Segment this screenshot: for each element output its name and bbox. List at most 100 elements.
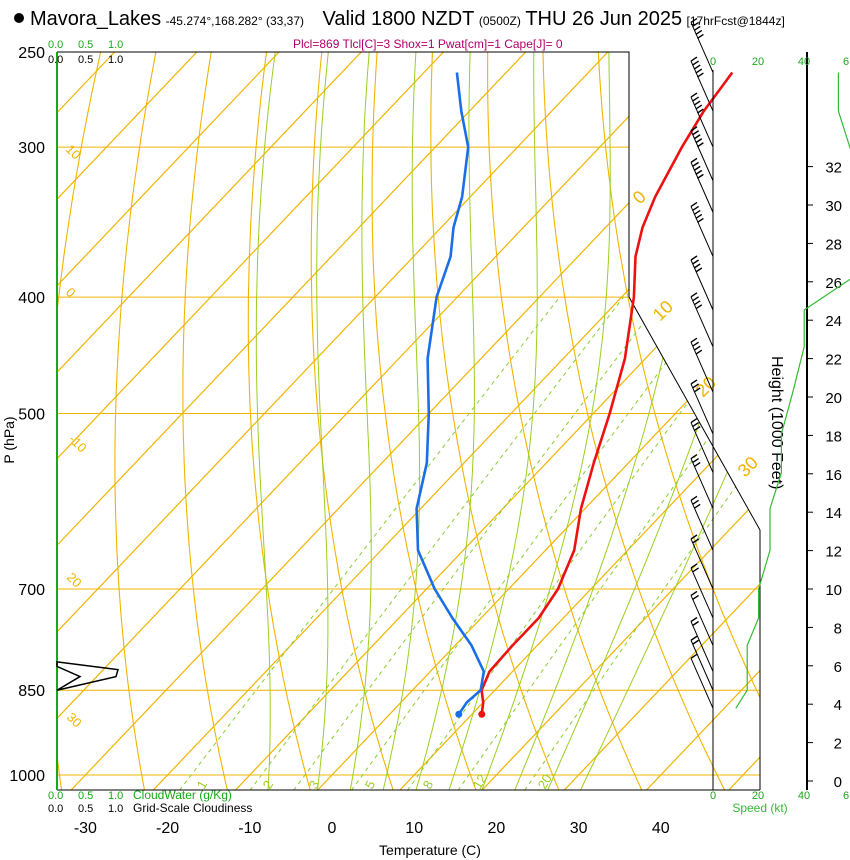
isotherm-label: 10 [649,297,677,325]
sounding-indices: Plcl=869 Tlcl[C]=3 Shox=1 Pwat[cm]=1 Cap… [293,37,563,51]
x-axis-title: Temperature (C) [379,842,481,858]
speed-scale-label: 6 [843,56,849,68]
wind-barb [690,635,714,691]
dry-adiabat-line [310,52,394,790]
pressure-tick-label: 850 [18,683,45,700]
speed-scale-label: 0 [710,790,716,802]
moist-adiabat-line [448,52,538,790]
isotherm-line [57,52,691,790]
dry-adiabat-line [182,52,228,790]
height-tick-label: 10 [825,582,842,599]
isotherm-line [563,52,760,790]
wind-barb [690,616,714,672]
mixing-ratio-label: 5 [362,778,379,792]
dewpoint-line [415,72,486,715]
cloudwater-scale-label: 1.0 [108,39,123,51]
isotherm-label: 10 [63,142,84,163]
temperature-tick-label: -10 [238,820,261,837]
isotherm-label: 0 [63,285,79,301]
mixing-ratio-label: 12 [470,771,490,791]
pressure-tick-label: 300 [18,140,45,157]
wind-barb [690,653,714,709]
speed-scale-label: 20 [752,56,764,68]
isotherm-line [57,52,198,790]
isotherm-label: -10 [66,432,90,456]
cloudiness-scale-label: 1.0 [108,803,123,815]
isotherm-label: 20 [64,570,85,591]
isotherm-line [57,52,444,790]
height-tick-label: 26 [825,275,842,292]
plot-frame-diagonal [628,296,761,531]
dewpoint-surface-point [455,710,463,718]
mixing-ratio-label: 20 [535,771,555,791]
mixing-ratio-line [524,296,760,790]
temperature-tick-label: -20 [156,820,179,837]
pressure-tick-label: 400 [18,290,45,307]
temperature-surface-point [478,710,486,718]
isotherm-line [317,52,760,790]
pressure-tick-label: 250 [18,45,45,62]
isotherm-label: 0 [629,187,650,208]
wind-barb [690,563,714,619]
moist-adiabat-line [415,52,475,790]
isotherm-line [70,52,760,790]
cloudiness-scale-label: 1.0 [108,54,123,66]
wind-barb [690,454,714,509]
mixing-ratio-line [179,296,560,790]
cloudiness-scale-label: 0.5 [78,803,93,815]
dry-adiabat-line [597,52,760,790]
moist-adiabat-line [514,52,697,790]
moist-adiabat-line [255,52,278,790]
isotherm-label: 30 [734,453,762,481]
height-tick-label: 20 [825,390,842,407]
moist-adiabat-line [547,52,760,790]
height-tick-label: 8 [834,620,842,637]
mixing-ratio-label: 3 [306,778,323,792]
moist-adiabat-line [382,52,421,790]
mixing-ratio-line [249,296,624,790]
speed-scale-label: 6 [843,790,849,802]
forecast-run: [17hrFcst@1844z] [686,14,785,28]
height-tick-label: 14 [825,505,842,522]
temperature-tick-label: 10 [405,820,423,837]
wind-barb [690,56,714,112]
wind-barb [690,126,714,181]
height-tick-label: 18 [825,428,842,445]
wind-barb [690,17,714,73]
dry-adiabat-line [371,52,477,790]
temperature-tick-label: 30 [570,820,588,837]
cloudiness-profile [56,661,119,691]
speed-axis-title: Speed (kt) [732,801,787,815]
wind-barb [690,337,714,393]
wind-barb [690,534,714,590]
temperature-tick-label: 0 [328,820,337,837]
height-tick-label: 24 [825,313,842,330]
isotherm-line [235,52,760,790]
mixing-ratio-label: 8 [420,778,437,792]
plot-frame [57,51,630,297]
cloudwater-scale-label: 1.0 [108,790,123,802]
speed-scale-label: 40 [798,790,810,802]
dry-adiabat-line [114,52,157,790]
wind-barb [690,92,714,148]
mixing-ratio-line [350,296,716,790]
height-tick-label: 30 [825,198,842,215]
station-coords: -45.274°,168.282° (33,37) [165,14,305,28]
chart-header: Mavora_Lakes -45.274°,168.282° (33,37) V… [14,8,785,31]
wind-barb [690,379,714,435]
height-tick-label: 16 [825,467,842,484]
height-tick-label: 2 [834,736,842,753]
pressure-tick-label: 1000 [9,768,45,785]
station-name: Mavora_Lakes [30,8,162,30]
mixing-ratio-label: 2 [260,778,277,792]
height-tick-label: 22 [825,352,842,369]
cloudwater-scale-label: 0.5 [78,39,93,51]
wind-barb [690,201,714,257]
speed-scale-label: 40 [798,56,810,68]
cloudiness-scale-label: 0.0 [48,54,63,66]
cloudwater-label: CloudWater (g/Kg) [133,788,232,802]
pressure-tick-label: 500 [18,407,45,424]
height-axis-title: Height (1000 Feet) [768,356,785,489]
forecast-date: THU 26 Jun 2025 [525,8,683,30]
